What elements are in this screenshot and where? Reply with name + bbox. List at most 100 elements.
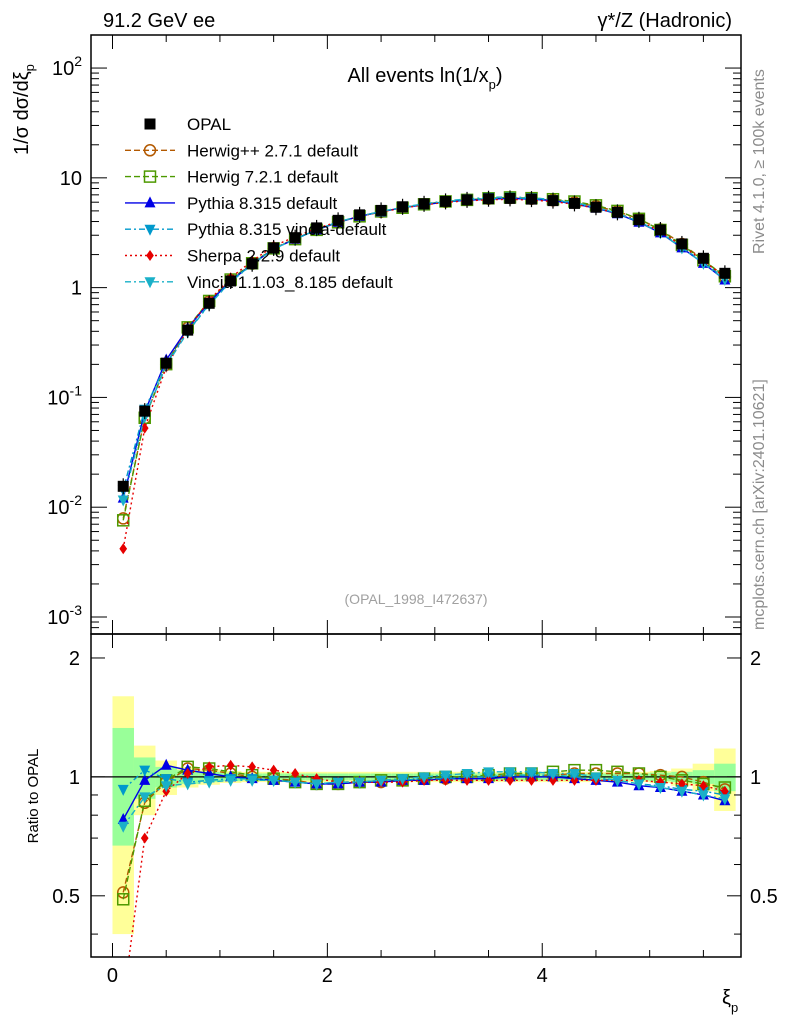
series-6-ratio-point xyxy=(182,779,194,791)
y-tick-label-base: 10 xyxy=(52,58,74,80)
ratio-tick-label-right: 1 xyxy=(750,767,761,789)
data-point xyxy=(117,480,129,492)
series-5-ratio-point xyxy=(226,759,235,771)
series-6-ratio-point xyxy=(375,775,387,787)
series-6-ratio-point xyxy=(611,775,623,787)
series-1-main xyxy=(116,191,732,525)
series-6-ratio-point xyxy=(697,790,709,802)
series-5-ratio xyxy=(119,759,729,1007)
data-point xyxy=(611,206,623,218)
chart-title-subscript: p xyxy=(489,77,496,92)
series-6-ratio-point xyxy=(332,777,344,789)
series-6-ratio-point xyxy=(719,794,731,806)
ratio-tick-label: 1 xyxy=(69,767,80,789)
data-point xyxy=(289,232,301,244)
legend-entry-1: Herwig++ 2.7.1 default xyxy=(125,141,358,160)
series-4-ratio-point xyxy=(117,784,129,796)
legend-marker xyxy=(143,170,157,183)
y-tick-label-exponent: 2 xyxy=(74,53,82,69)
data-point xyxy=(483,193,495,205)
series-3-ratio-point xyxy=(139,773,151,785)
series-6-line xyxy=(122,196,726,501)
series-2-ratio-line xyxy=(122,766,726,900)
series-3-ratio-point xyxy=(117,813,129,825)
header-left: 91.2 GeV ee xyxy=(103,10,215,32)
data-point xyxy=(375,204,387,216)
legend-entry-data: OPAL xyxy=(144,115,231,134)
series-2-main xyxy=(116,191,732,527)
analysis-watermark: (OPAL_1998_I472637) xyxy=(345,591,488,607)
ratio-tick-label: 2 xyxy=(69,648,80,670)
data-point xyxy=(332,214,344,226)
series-5-ratio-point xyxy=(119,996,127,1007)
series-4-ratio-point xyxy=(139,765,151,777)
series-6-ratio-point xyxy=(504,767,516,779)
series-6-point xyxy=(117,495,129,507)
series-6-ratio-point xyxy=(117,821,129,833)
data-point xyxy=(311,222,323,234)
legend-entry-6: Vincia 1.1.03_8.185 default xyxy=(125,273,393,292)
series-5-ratio-point xyxy=(678,778,686,790)
x-tick-label: 2 xyxy=(322,965,333,987)
side-text-top: Rivet 4.1.0, ≥ 100k events xyxy=(751,69,768,254)
ratio-y-axis-label: Ratio to OPAL xyxy=(25,749,42,844)
legend-label: Herwig 7.2.1 default xyxy=(187,168,338,187)
legend-marker xyxy=(143,144,157,157)
data-point xyxy=(590,201,602,213)
data-point xyxy=(568,197,580,209)
legend-marker xyxy=(146,250,154,261)
ratio-tick-label-right: 0.5 xyxy=(750,886,778,908)
side-text-bottom: mcplots.cern.ch [arXiv:2401.10621] xyxy=(751,379,768,630)
data-point xyxy=(225,275,237,287)
y-tick-label-exponent: -3 xyxy=(70,602,83,618)
series-2-point xyxy=(116,514,130,527)
series-5-ratio-point xyxy=(549,774,557,786)
series-6-ratio-point xyxy=(139,792,151,804)
y-axis-label: 1/σ dσ/dξp xyxy=(11,64,37,155)
series-5-ratio-point xyxy=(140,832,149,844)
data-point xyxy=(139,405,151,417)
data-series xyxy=(117,190,731,495)
y-axis-label-text: 1/σ dσ/dξ xyxy=(11,71,33,155)
series-6-ratio-point xyxy=(654,783,666,795)
series-5-point xyxy=(119,543,128,555)
header-right: γ*/Z (Hadronic) xyxy=(598,10,732,32)
series-5-ratio-point xyxy=(721,785,729,797)
series-6-ratio-point xyxy=(268,775,280,787)
legend-label: Pythia 8.315 vincia-default xyxy=(187,220,387,239)
y-tick-label: 102 xyxy=(52,53,82,80)
series-6-ratio xyxy=(117,767,731,833)
series-6-ratio-point xyxy=(160,781,172,793)
ratio-tick-label-right: 2 xyxy=(750,648,761,670)
x-tick-label: 4 xyxy=(537,965,548,987)
legend-label: Pythia 8.315 default xyxy=(187,194,338,213)
series-5-ratio-point xyxy=(269,764,278,776)
series-6-ratio-point xyxy=(676,786,688,798)
data-point xyxy=(719,267,731,279)
series-6-ratio-point xyxy=(354,777,366,789)
series-6-ratio-point xyxy=(483,767,495,779)
main-panel xyxy=(116,190,732,555)
series-6-ratio-point xyxy=(525,767,537,779)
series-5-ratio-point xyxy=(484,774,493,786)
series-5-ratio-point xyxy=(248,761,257,773)
series-6-ratio-point xyxy=(440,770,452,782)
x-tick-label: 0 xyxy=(107,965,118,987)
series-5-ratio-point xyxy=(291,767,299,779)
data-point xyxy=(354,209,366,221)
series-5-ratio-point xyxy=(506,774,514,786)
legend-marker xyxy=(144,277,156,289)
series-5-ratio-point xyxy=(527,774,536,786)
chart-title: All events ln(1/xp) xyxy=(347,65,502,92)
ratio-bands xyxy=(112,696,736,935)
series-4-ratio-point xyxy=(160,774,172,786)
x-axis-label: ξp xyxy=(722,987,738,1015)
data-point xyxy=(633,214,645,226)
y-tick-label-base: 10 xyxy=(47,497,69,519)
series-6-ratio-point xyxy=(633,779,645,791)
legend-entry-2: Herwig 7.2.1 default xyxy=(125,168,338,187)
x-axis-label-text: ξ xyxy=(722,987,731,1009)
series-6-ratio-point xyxy=(289,777,301,789)
